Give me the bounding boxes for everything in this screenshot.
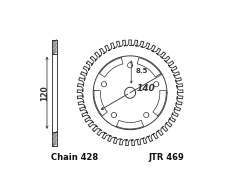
Text: 120: 120 (40, 85, 49, 101)
Text: JTR 469: JTR 469 (149, 153, 184, 162)
Text: 8.5: 8.5 (136, 68, 148, 74)
Text: Chain 428: Chain 428 (51, 153, 98, 162)
Text: 140: 140 (137, 84, 155, 92)
Polygon shape (52, 40, 57, 146)
